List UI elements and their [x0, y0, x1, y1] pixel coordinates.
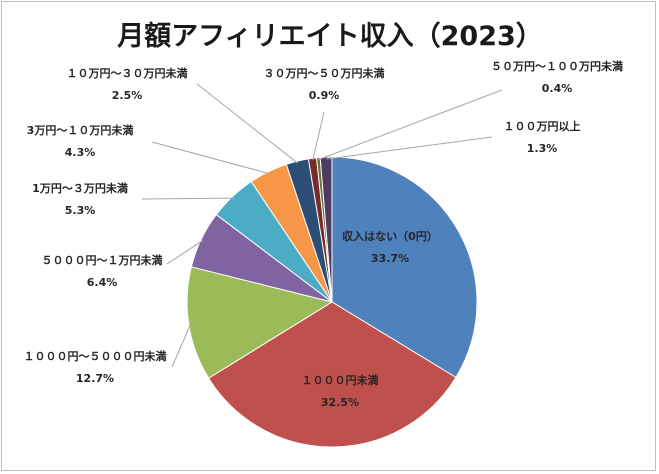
slice-category-label: 3万円～１０万円未満: [27, 123, 134, 137]
slice-category-label: 1万円～３万円未満: [32, 181, 128, 195]
slice-value-label: 0.9%: [309, 89, 340, 102]
slice-value-label: 5.3%: [65, 204, 96, 217]
leader-line: [326, 136, 493, 160]
slice-value-label: 33.7%: [371, 252, 409, 265]
chart-title: 月額アフィリエイト収入（2023）: [116, 21, 543, 52]
slice-value-label: 32.5%: [321, 396, 359, 409]
slice-category-label: ３０万円～５０万円未満: [264, 66, 385, 80]
leader-line: [151, 141, 270, 175]
slice-value-label: 1.3%: [527, 142, 558, 155]
leader-line: [196, 83, 299, 164]
slice-category-label: １０万円～３０万円未満: [67, 66, 188, 80]
pie-slice: [331, 156, 478, 379]
pie-slice: [186, 266, 334, 379]
slice-value-label: 4.3%: [65, 146, 96, 159]
slice-category-label: ５０万円～１００万円未満: [491, 59, 623, 73]
pie-slices: [186, 156, 478, 448]
slice-category-label: １０００円未満: [302, 373, 379, 387]
leader-line: [318, 89, 503, 161]
pie-slice: [207, 301, 457, 448]
slice-category-label: １００万円以上: [504, 119, 581, 133]
leader-lines: [141, 83, 503, 368]
slice-category-label: １０００円～５０００円未満: [24, 349, 167, 363]
slice-category-label: 収入はない（0円）: [342, 230, 438, 243]
leader-line: [166, 239, 204, 265]
slice-value-label: 6.4%: [87, 276, 118, 289]
leader-line: [171, 323, 192, 368]
slice-value-label: 2.5%: [112, 89, 143, 102]
slice-value-label: 0.4%: [542, 82, 573, 95]
slice-value-label: 12.7%: [76, 372, 114, 385]
leader-line: [312, 111, 325, 161]
slice-category-label: ５０００円～１万円未満: [42, 253, 163, 267]
slice-labels: 収入はない（0円） 33.7% １０００円未満 32.5% １０００円～５０００円未満 1…: [24, 59, 624, 409]
leader-line: [141, 197, 234, 200]
